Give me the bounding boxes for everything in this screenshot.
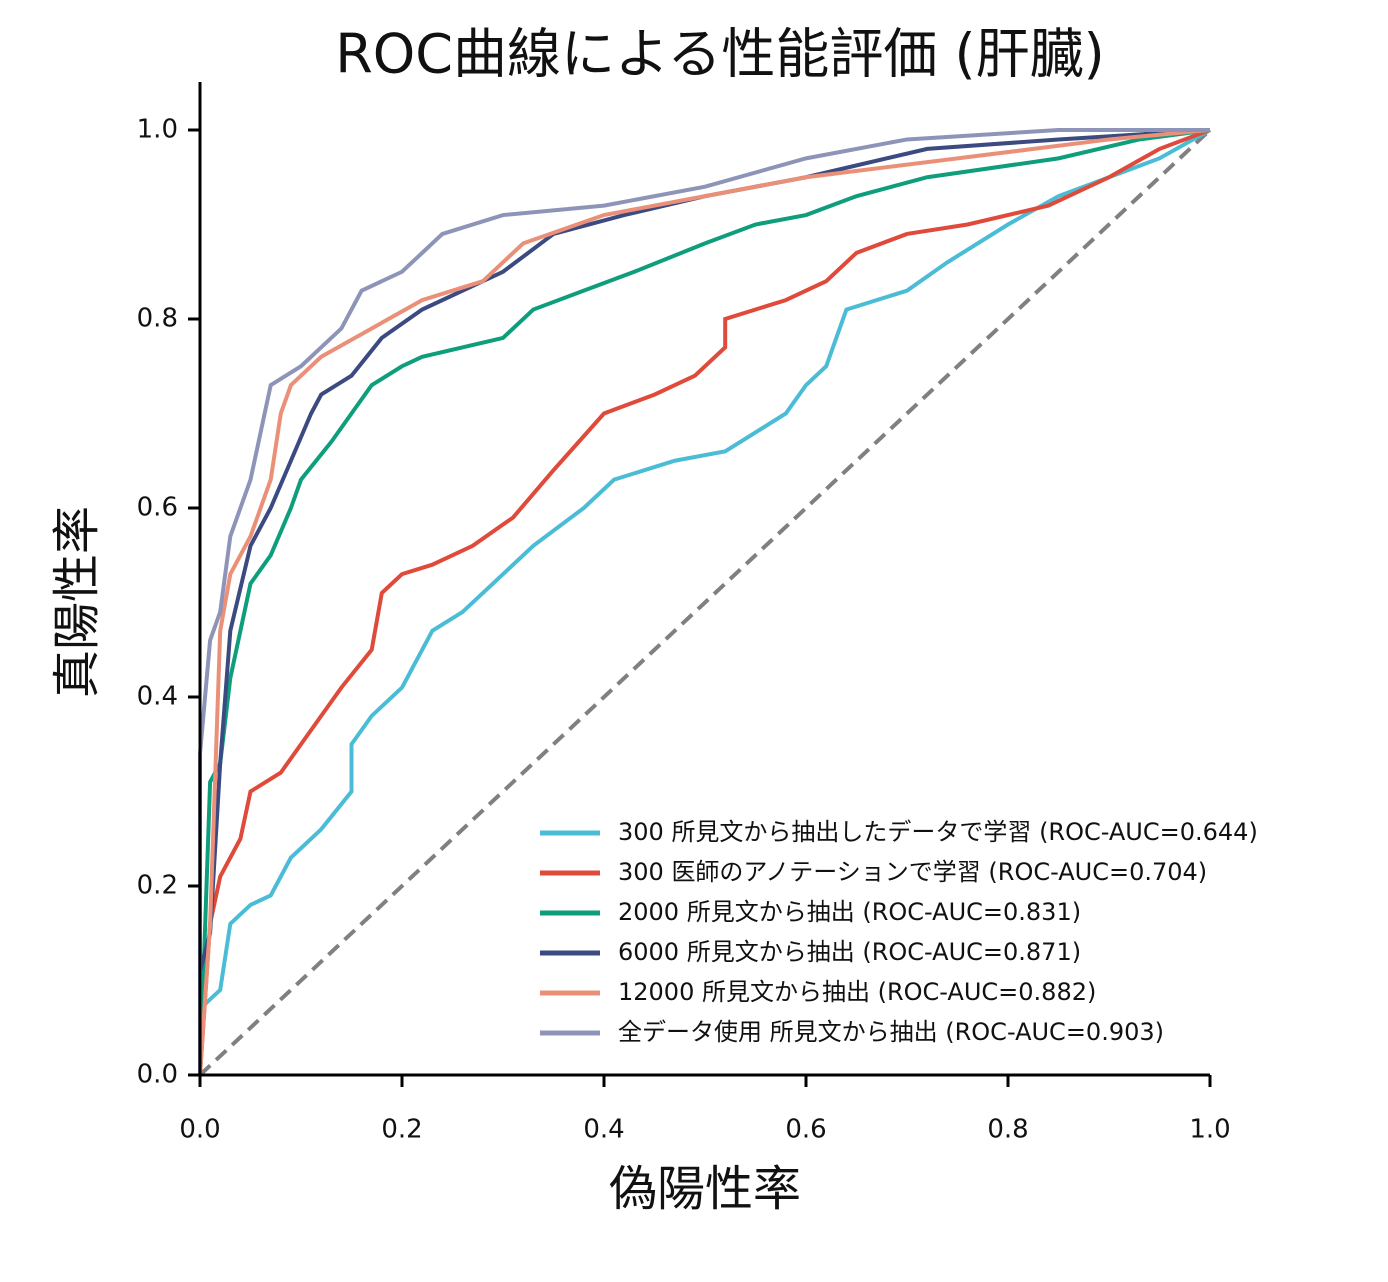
y-tick-label: 0.4 bbox=[137, 682, 178, 712]
x-tick-label: 0.4 bbox=[583, 1115, 624, 1145]
roc-curve bbox=[198, 128, 1211, 1076]
y-tick-label: 0.8 bbox=[137, 304, 178, 334]
y-tick-label: 0.6 bbox=[137, 493, 178, 523]
x-tick-label: 0.6 bbox=[785, 1115, 826, 1145]
y-tick-label: 0.0 bbox=[137, 1060, 178, 1090]
legend-label: 300 所見文から抽出したデータで学習 (ROC-AUC=0.644) bbox=[618, 818, 1258, 846]
legend-label: 300 医師のアノテーションで学習 (ROC-AUC=0.704) bbox=[618, 858, 1207, 886]
chart-title: ROC曲線による性能評価 (肝臓) bbox=[335, 23, 1104, 86]
y-tick-label: 0.2 bbox=[137, 871, 178, 901]
x-tick-label: 0.2 bbox=[381, 1115, 422, 1145]
roc-curve bbox=[198, 128, 1210, 1075]
legend-label: 2000 所見文から抽出 (ROC-AUC=0.831) bbox=[618, 898, 1081, 926]
legend-label: 6000 所見文から抽出 (ROC-AUC=0.871) bbox=[618, 938, 1081, 966]
legend-label: 12000 所見文から抽出 (ROC-AUC=0.882) bbox=[618, 978, 1096, 1006]
x-axis-label: 偽陽性率 bbox=[609, 1161, 801, 1217]
roc-curve bbox=[198, 128, 1211, 1075]
y-tick-label: 1.0 bbox=[137, 115, 178, 145]
x-tick-label: 0.8 bbox=[987, 1115, 1028, 1145]
roc-curve bbox=[198, 128, 1211, 1076]
x-tick-label: 0.0 bbox=[179, 1115, 220, 1145]
x-tick-label: 1.0 bbox=[1189, 1115, 1230, 1145]
chance-line bbox=[198, 128, 1212, 1077]
legend-label: 全データ使用 所見文から抽出 (ROC-AUC=0.903) bbox=[618, 1018, 1164, 1046]
y-axis-label: 真陽性率 bbox=[49, 506, 105, 698]
roc-curve bbox=[198, 128, 1211, 1076]
